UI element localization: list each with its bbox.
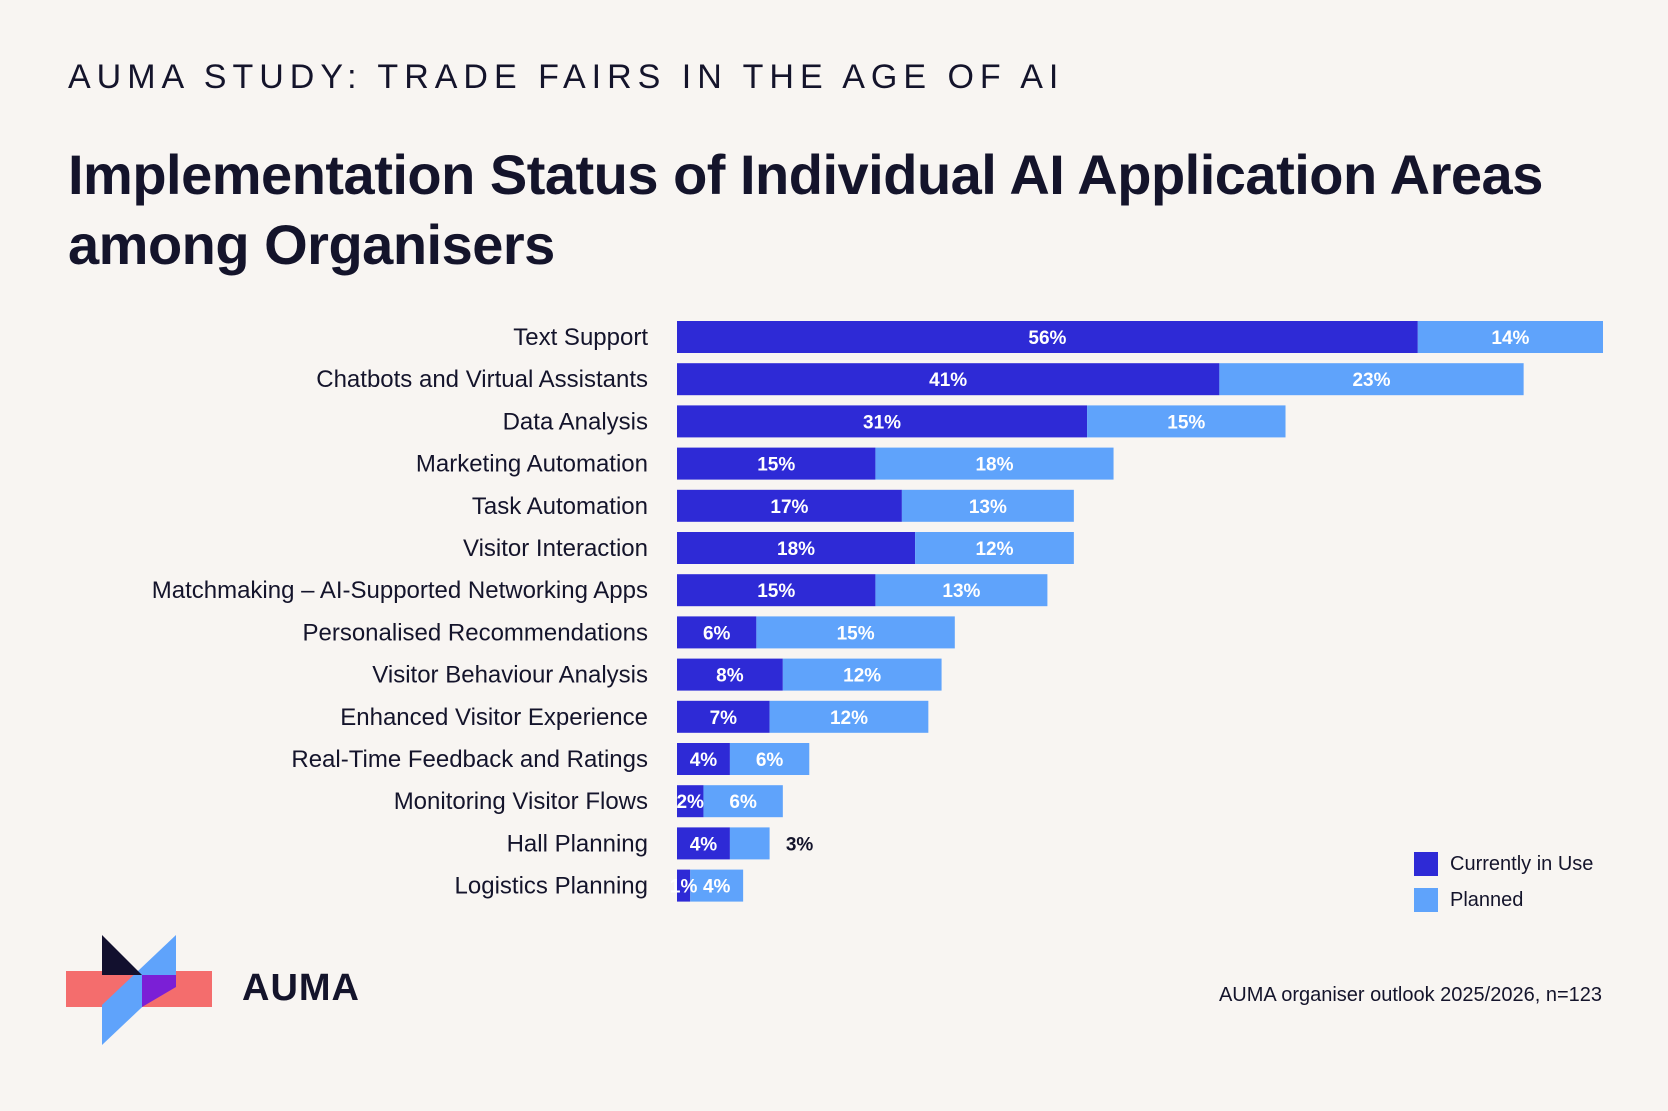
bar-planned [901, 489, 1074, 522]
bar-current [677, 405, 1088, 438]
legend-label-planned: Planned [1450, 888, 1524, 911]
value-label-planned: 6% [756, 750, 784, 771]
legend-item-planned: Planned [1414, 882, 1593, 918]
bar-planned [729, 743, 810, 775]
value-label-current: 15% [757, 581, 795, 602]
value-label-planned: 4% [703, 877, 731, 898]
value-label-planned: 6% [729, 792, 757, 813]
bar-current [677, 447, 876, 480]
category-label: Task Automation [472, 493, 648, 520]
brand-wordmark: AUMA [242, 967, 360, 1009]
bar-planned [1087, 405, 1286, 438]
bar-current [677, 785, 704, 818]
value-label-current: 6% [703, 623, 731, 644]
category-label: Monitoring Visitor Flows [394, 788, 648, 815]
category-label: Logistics Planning [455, 873, 648, 900]
bar-planned [729, 827, 770, 860]
category-label: Visitor Interaction [463, 535, 648, 562]
value-label-current: 8% [716, 666, 744, 687]
bar-current [677, 363, 1220, 396]
bar-current [677, 321, 1418, 353]
category-label: Personalised Recommendations [302, 619, 648, 646]
bar-planned [756, 616, 955, 649]
bar-current [677, 869, 691, 902]
value-label-current: 18% [777, 539, 815, 560]
bar-current [677, 616, 757, 649]
value-label-current: 56% [1028, 328, 1066, 349]
value-label-planned: 15% [837, 623, 875, 644]
value-label-planned: 18% [975, 455, 1013, 476]
bar-planned [875, 574, 1048, 607]
bar-chart: Text Support 56% 14% Chatbots and Virtual A… [152, 321, 1603, 902]
value-label-current: 31% [863, 412, 901, 433]
legend-label-current: Currently in Use [1450, 852, 1594, 875]
legend-swatch-planned [1414, 888, 1438, 912]
bar-current [677, 658, 783, 691]
category-label: Visitor Behaviour Analysis [372, 662, 648, 689]
value-label-current: 4% [690, 750, 718, 771]
value-label-current: 2% [676, 792, 704, 813]
bar-planned [703, 785, 783, 818]
bar-planned [915, 532, 1074, 564]
bar-current [677, 743, 730, 775]
value-label-planned: 12% [975, 539, 1013, 560]
category-label: Real-Time Feedback and Ratings [291, 746, 648, 773]
value-label-current: 4% [690, 834, 718, 855]
bar-planned [1417, 321, 1603, 353]
category-label: Marketing Automation [416, 451, 648, 478]
category-label: Data Analysis [503, 408, 648, 435]
legend-swatch-current [1414, 852, 1438, 876]
value-label-current: 15% [757, 455, 795, 476]
value-label-planned: 15% [1167, 412, 1205, 433]
value-label-current: 7% [710, 708, 738, 729]
chart-title: Implementation Status of Individual AI A… [68, 143, 1543, 276]
value-label-planned: 12% [843, 666, 881, 687]
category-label: Enhanced Visitor Experience [340, 704, 648, 731]
category-label: Matchmaking – AI-Supported Networking Ap… [152, 577, 648, 604]
auma-logo-icon [66, 935, 212, 1045]
bar-planned [769, 700, 929, 733]
legend: Currently in Use Planned [1414, 846, 1593, 918]
kicker: AUMA STUDY: TRADE FAIRS IN THE AGE OF AI [68, 58, 1065, 96]
value-label-planned: 13% [942, 581, 980, 602]
bar-planned [782, 658, 942, 691]
value-label-planned: 12% [830, 708, 868, 729]
legend-item-current: Currently in Use [1414, 846, 1593, 882]
value-label-current: 1% [670, 877, 698, 898]
bar-planned [1219, 363, 1524, 396]
bar-planned [690, 869, 744, 902]
value-label-planned: 14% [1491, 328, 1529, 349]
value-label-planned: 23% [1352, 370, 1390, 391]
value-label-planned: 3% [786, 834, 814, 855]
bar-current [677, 489, 902, 522]
value-label-planned: 13% [969, 497, 1007, 518]
category-label: Hall Planning [507, 830, 648, 857]
bar-current [677, 532, 916, 564]
category-label: Text Support [513, 324, 648, 351]
bar-planned [875, 447, 1114, 480]
value-label-current: 41% [929, 370, 967, 391]
value-label-current: 17% [770, 497, 808, 518]
bar-current [677, 700, 770, 733]
bar-current [677, 827, 730, 860]
category-label: Chatbots and Virtual Assistants [316, 366, 648, 393]
source-note: AUMA organiser outlook 2025/2026, n=123 [1218, 984, 1602, 1006]
bar-current [677, 574, 876, 607]
